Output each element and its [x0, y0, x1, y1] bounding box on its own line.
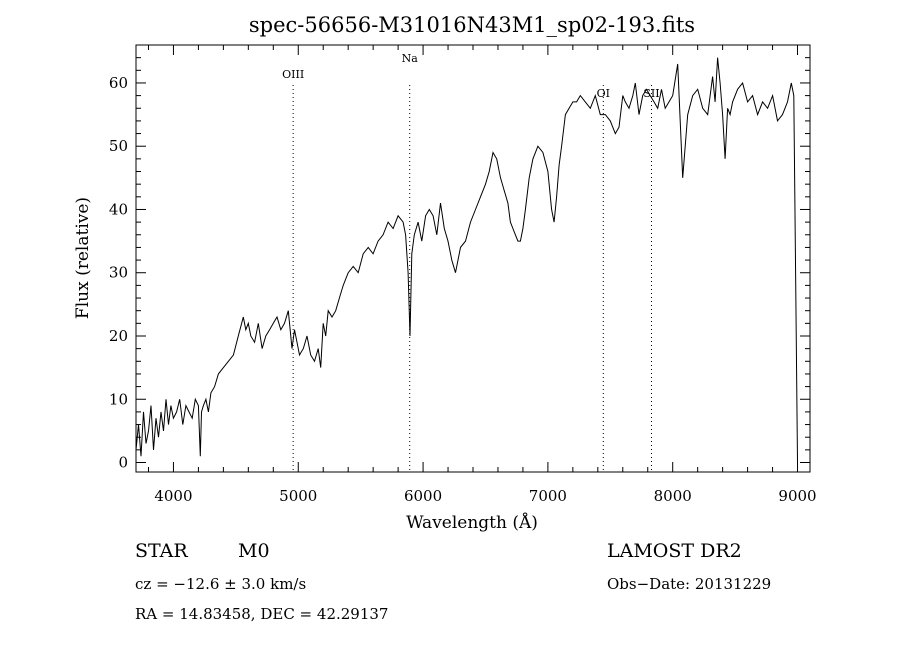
x-tick-label: 8000 — [654, 487, 692, 505]
y-tick-label: 40 — [109, 200, 128, 218]
x-tick-label: 4000 — [154, 487, 192, 505]
survey-name: LAMOST DR2 — [607, 540, 742, 562]
y-axis: 0 10 20 30 40 50 60 — [109, 57, 810, 472]
object-class: STAR — [135, 540, 188, 562]
y-tick-label: 10 — [109, 390, 128, 408]
y-axis-label: Flux (relative) — [73, 197, 93, 319]
y-tick-label: 50 — [109, 137, 128, 155]
x-tick-label: 6000 — [404, 487, 442, 505]
chart-title: spec-56656-M31016N43M1_sp02-193.fits — [249, 13, 695, 37]
redshift-cz: cz = −12.6 ± 3.0 km/s — [135, 575, 307, 593]
x-axis: 4000 5000 6000 7000 8000 9000 — [147, 45, 817, 505]
y-tick-label: 20 — [109, 327, 128, 345]
observation-date: Obs−Date: 20131229 — [607, 575, 772, 593]
y-tick-label: 60 — [109, 74, 128, 92]
y-tick-label: 30 — [109, 264, 128, 282]
line-marker-label: Na — [402, 52, 419, 65]
x-tick-label: 7000 — [529, 487, 567, 505]
line-marker-label: OIII — [282, 68, 304, 81]
spectrum-line — [135, 57, 798, 463]
object-subclass: M0 — [238, 540, 270, 562]
y-tick-label: 0 — [118, 454, 128, 472]
x-tick-label: 5000 — [279, 487, 317, 505]
x-axis-label: Wavelength (Å) — [406, 512, 538, 533]
line-marker-label: OI — [597, 87, 610, 100]
coordinates: RA = 14.83458, DEC = 42.29137 — [135, 605, 389, 623]
x-tick-label: 9000 — [778, 487, 816, 505]
